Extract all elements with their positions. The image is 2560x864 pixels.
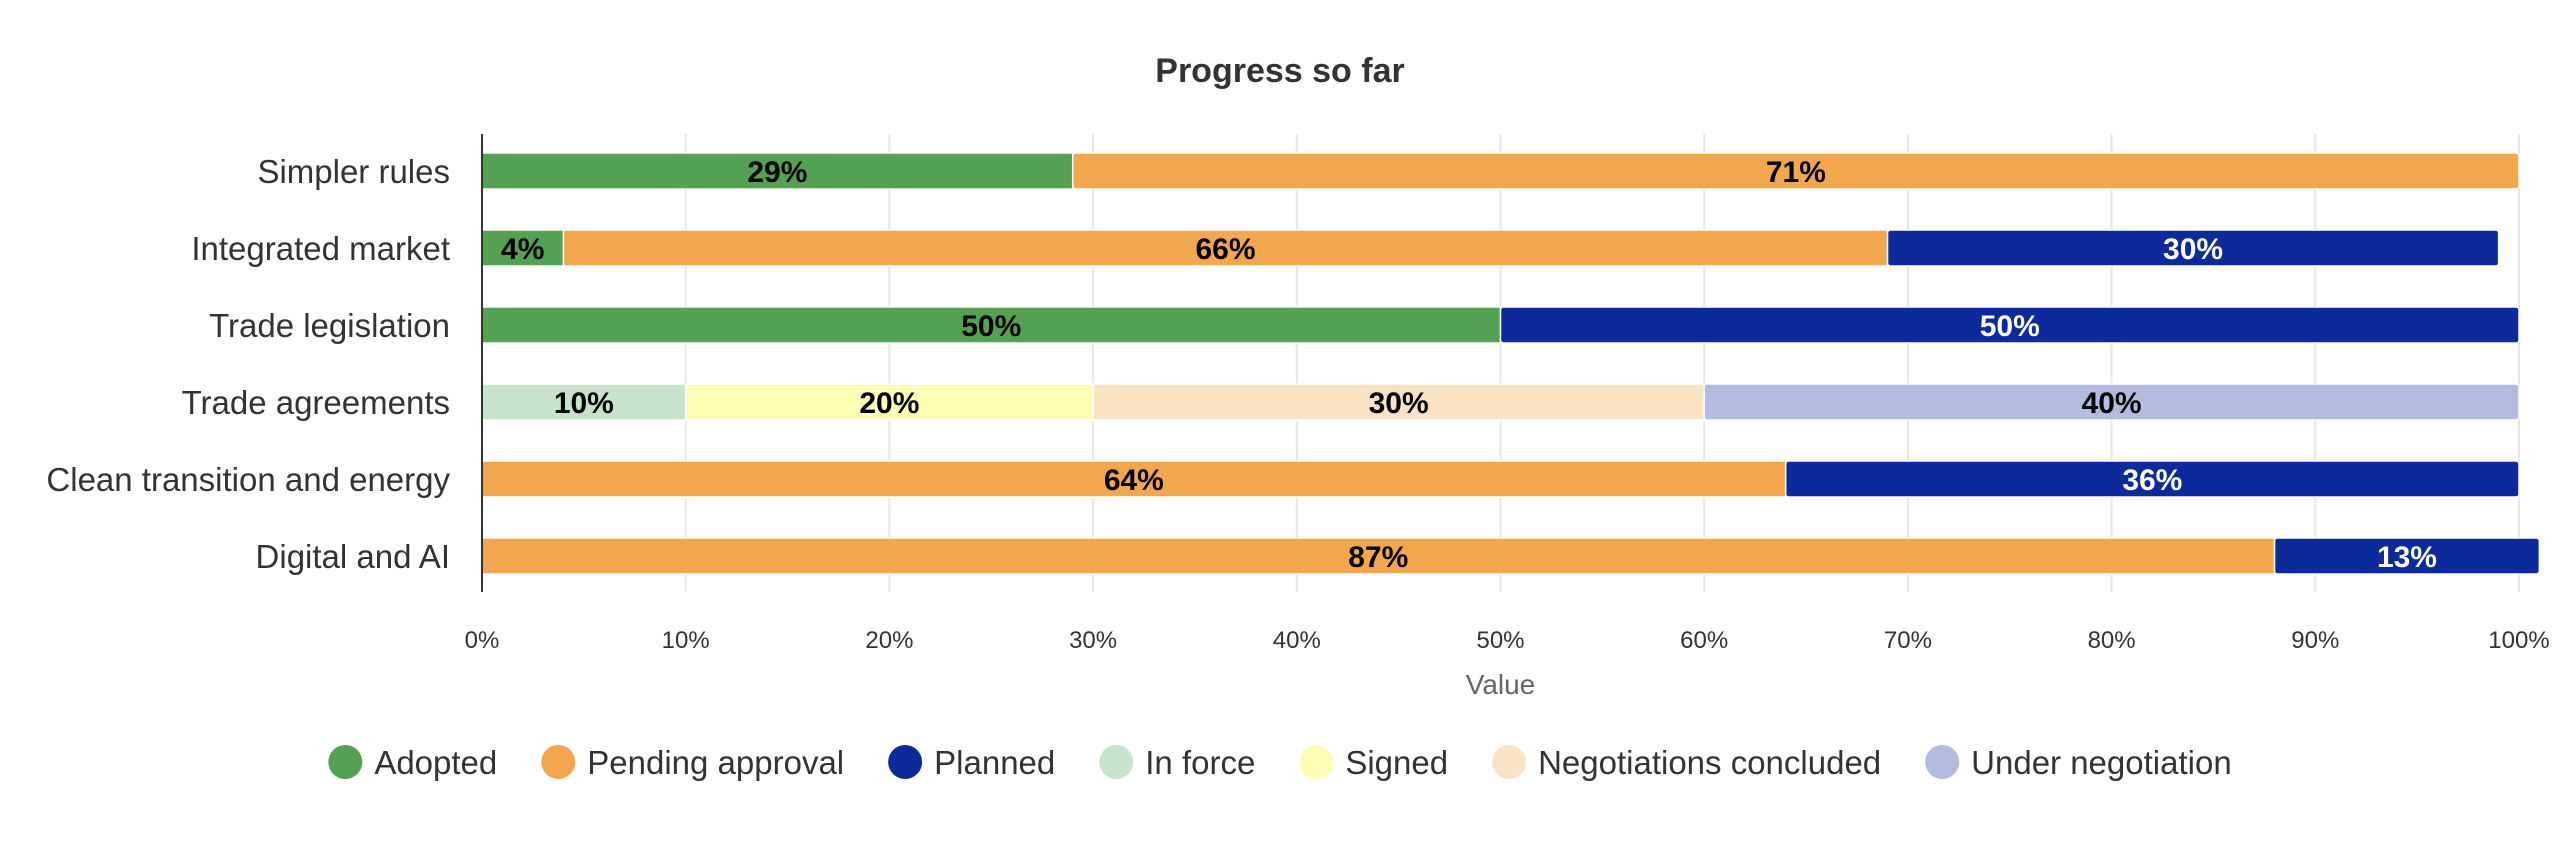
bar-segment: [1499, 306, 2520, 344]
legend-swatch: [888, 745, 923, 779]
legend-label: Adopted: [374, 744, 497, 781]
data-label: 50%: [1980, 310, 2040, 343]
data-label: 30%: [1369, 387, 1429, 420]
data-label: 40%: [2082, 387, 2142, 420]
x-tick-label: 30%: [1069, 627, 1117, 654]
data-label: 66%: [1195, 233, 1255, 266]
x-tick-label: 10%: [662, 627, 710, 654]
bar-segment: [1886, 229, 2500, 267]
data-label: 71%: [1766, 156, 1826, 189]
bar-segment: [1071, 152, 2520, 190]
category-label: Integrated market: [191, 230, 450, 267]
bar-segment: [684, 383, 1094, 421]
legend-swatch: [541, 745, 576, 779]
bar-segment: [481, 460, 1787, 498]
legend-swatch: [1299, 745, 1334, 779]
x-tick-label: 20%: [865, 627, 913, 654]
category-label: Trade agreements: [182, 384, 450, 421]
legend-label: Planned: [934, 744, 1055, 781]
bars: [481, 152, 2541, 575]
legend-label: Signed: [1345, 744, 1448, 781]
x-tick-label: 0%: [465, 627, 500, 654]
x-tick-label: 60%: [1680, 627, 1728, 654]
legend-swatch: [1099, 745, 1134, 779]
data-label: 29%: [747, 156, 807, 189]
bar-segment: [2273, 537, 2541, 575]
data-label: 4%: [501, 233, 544, 266]
x-tick-label: 40%: [1273, 627, 1321, 654]
legend-label: Pending approval: [587, 744, 844, 781]
gridlines: [684, 134, 2520, 592]
bar-segment: [481, 537, 2276, 575]
legend-swatch: [1925, 745, 1960, 779]
legend-label: Negotiations concluded: [1538, 744, 1881, 781]
chart-title: Progress so far: [1155, 52, 1405, 90]
bar-segment: [562, 229, 1889, 267]
category-label: Trade legislation: [209, 307, 450, 344]
data-label: 50%: [961, 310, 1021, 343]
bar-segment: [1703, 383, 2520, 421]
data-label: 10%: [554, 387, 614, 420]
category-label: Simpler rules: [257, 153, 450, 190]
x-tick-label: 50%: [1476, 627, 1524, 654]
bar-segment: [481, 383, 687, 421]
axes: Value 0% 10% 20% 30% 40% 50% 60% 70% 80% 90% 100% S…: [46, 134, 2550, 700]
x-tick-label: 70%: [1884, 627, 1932, 654]
data-label: 64%: [1104, 464, 1164, 497]
bar-segment: [481, 306, 1502, 344]
legend-label: Under negotiation: [1971, 744, 2232, 781]
data-label: 87%: [1348, 541, 1408, 574]
legend-swatch: [1492, 745, 1527, 779]
bar-segment: [1092, 383, 1705, 421]
legend-swatch: [328, 745, 363, 779]
category-label: Digital and AI: [256, 538, 450, 575]
data-label: 36%: [2122, 464, 2182, 497]
x-tick-label: 100%: [2488, 627, 2549, 654]
data-labels: 29% 71% 4% 66% 30% 50% 50% 10% 20% 30% 40% 64% 36% 87…: [501, 156, 2437, 574]
x-tick-label: 80%: [2088, 627, 2136, 654]
category-label: Clean transition and energy: [46, 461, 450, 498]
x-axis-title: Value: [1466, 669, 1536, 700]
x-tick-label: 90%: [2291, 627, 2339, 654]
bar-segment: [481, 229, 565, 267]
bar-segment: [1784, 460, 2520, 498]
legend-label: In force: [1145, 744, 1255, 781]
legend: Adopted Pending approval Planned In force Si…: [328, 744, 2232, 781]
data-label: 20%: [859, 387, 919, 420]
data-label: 30%: [2163, 233, 2223, 266]
data-label: 13%: [2377, 541, 2437, 574]
